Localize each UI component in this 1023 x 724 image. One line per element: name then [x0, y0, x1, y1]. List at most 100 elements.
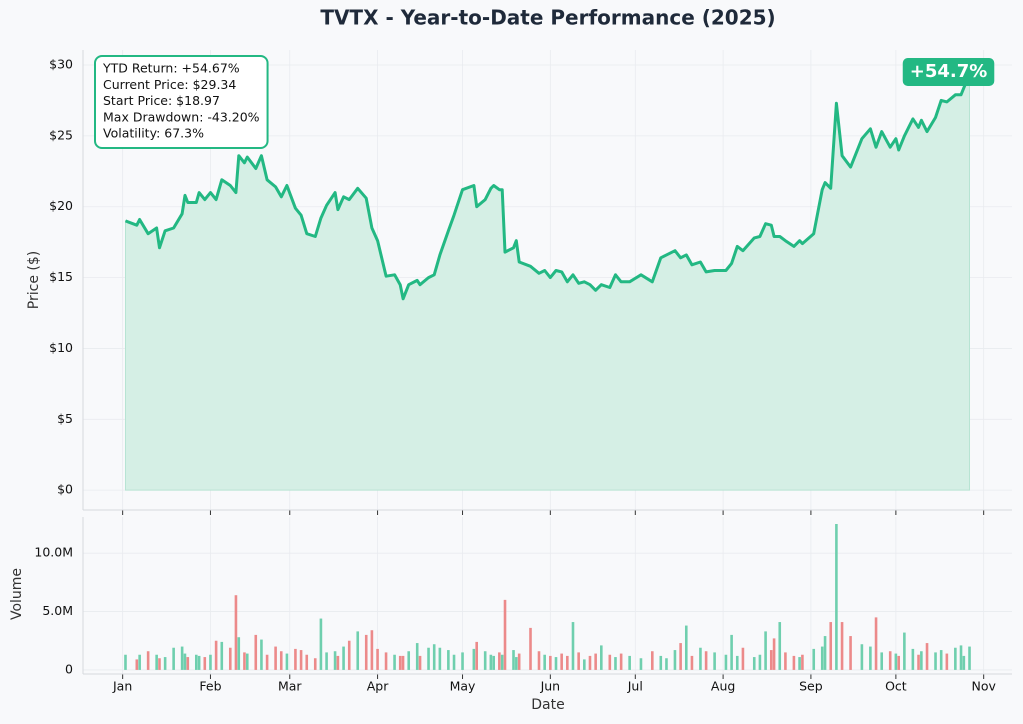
volume-bar — [472, 648, 476, 670]
volume-bar — [194, 654, 198, 670]
volume-bar — [874, 617, 878, 670]
volume-bar — [959, 645, 963, 670]
volume-bar — [628, 655, 631, 670]
volume-bar — [537, 651, 541, 670]
volume-bar — [650, 651, 654, 670]
volume-bar — [820, 646, 824, 670]
y-tick-label: $25 — [49, 127, 73, 142]
volume-bar — [752, 657, 756, 670]
volume-bar — [498, 652, 501, 670]
volume-bar — [659, 655, 663, 670]
volume-bar — [699, 647, 702, 670]
volume-bar — [679, 643, 682, 670]
volume-bar — [554, 657, 558, 670]
volume-bar — [260, 639, 263, 670]
volume-bar — [214, 640, 218, 670]
volume-bar — [560, 653, 563, 670]
volume-bar — [769, 650, 773, 670]
stats-text: Start Price: $18.97 — [103, 93, 220, 108]
volume-bar — [939, 650, 943, 670]
volume-bar — [829, 622, 833, 670]
volume-bar — [741, 647, 745, 670]
volume-bar — [447, 650, 450, 670]
volume-bar — [801, 654, 804, 670]
volume-bar — [370, 630, 374, 670]
volume-bar — [237, 637, 241, 670]
volume-bar — [209, 654, 212, 670]
y-tick-label: $20 — [49, 198, 73, 213]
y-axis-label: Volume — [9, 568, 25, 620]
volume-bar — [517, 653, 521, 670]
volume-bar — [146, 651, 150, 670]
volume-bar — [313, 658, 317, 670]
volume-bar — [186, 657, 190, 670]
x-axis-label: Date — [531, 697, 564, 713]
volume-bar — [639, 658, 643, 670]
x-tick-label: Apr — [367, 679, 389, 694]
volume-bar — [835, 524, 838, 670]
volume-bar — [968, 646, 971, 670]
volume-bar — [911, 648, 915, 670]
volume-bar — [954, 647, 957, 670]
volume-bar — [234, 595, 238, 670]
volume-bar — [398, 655, 402, 670]
y-tick-label: $10 — [49, 340, 73, 355]
volume-bar — [903, 632, 906, 670]
volume-bar — [172, 647, 175, 670]
volume-bar — [432, 644, 436, 670]
volume-bar — [325, 652, 328, 670]
y-tick-label: $5 — [57, 411, 73, 426]
volume-bar — [880, 652, 884, 670]
volume-bar — [203, 657, 207, 670]
y-tick-label: $15 — [49, 269, 73, 284]
volume-bar — [594, 653, 597, 670]
volume-bar — [393, 654, 396, 670]
volume-bar — [614, 657, 617, 670]
volume-bar — [735, 655, 739, 670]
volume-bar — [758, 654, 762, 670]
y-tick-label: $0 — [57, 482, 73, 497]
volume-bar — [778, 622, 782, 670]
volume-bar — [483, 651, 487, 670]
volume-bar — [427, 647, 430, 670]
volume-bar — [285, 653, 289, 670]
volume-bar — [265, 654, 269, 670]
stats-text: YTD Return: +54.67% — [102, 61, 240, 76]
badge-text: +54.7% — [910, 61, 988, 82]
x-tick-label: Jun — [540, 679, 561, 694]
volume-bar — [475, 641, 478, 670]
volume-bar — [860, 644, 864, 670]
volume-bar — [823, 636, 827, 670]
x-tick-label: Jan — [112, 679, 132, 694]
volume-bar — [336, 655, 340, 670]
volume-bar — [897, 655, 901, 670]
volume-bar — [124, 654, 127, 670]
volume-bar — [305, 654, 309, 670]
x-tick-label: Nov — [971, 679, 996, 694]
volume-bar — [461, 652, 464, 670]
volume-bar — [784, 652, 787, 670]
volume-bar — [583, 659, 586, 670]
volume-bar — [934, 652, 937, 670]
volume-bar — [180, 646, 184, 670]
volume-bar — [673, 650, 677, 670]
volume-bar — [730, 634, 733, 670]
volume-bar — [401, 655, 405, 670]
volume-bar — [274, 646, 277, 670]
volume-bar — [492, 655, 495, 670]
x-tick-label: Aug — [711, 679, 735, 694]
volume-bar — [724, 654, 728, 670]
volume-bar — [704, 651, 708, 670]
stats-text: Current Price: $29.34 — [103, 77, 236, 92]
volume-bar — [333, 651, 337, 670]
volume-bar — [798, 657, 801, 670]
volume-bar — [515, 657, 518, 670]
volume-bar — [384, 652, 388, 670]
volume-bar — [342, 646, 345, 670]
volume-bar — [163, 657, 167, 670]
volume-bar — [138, 654, 141, 670]
y-tick-label: 5.0M — [42, 603, 73, 618]
volume-bar — [619, 653, 623, 670]
